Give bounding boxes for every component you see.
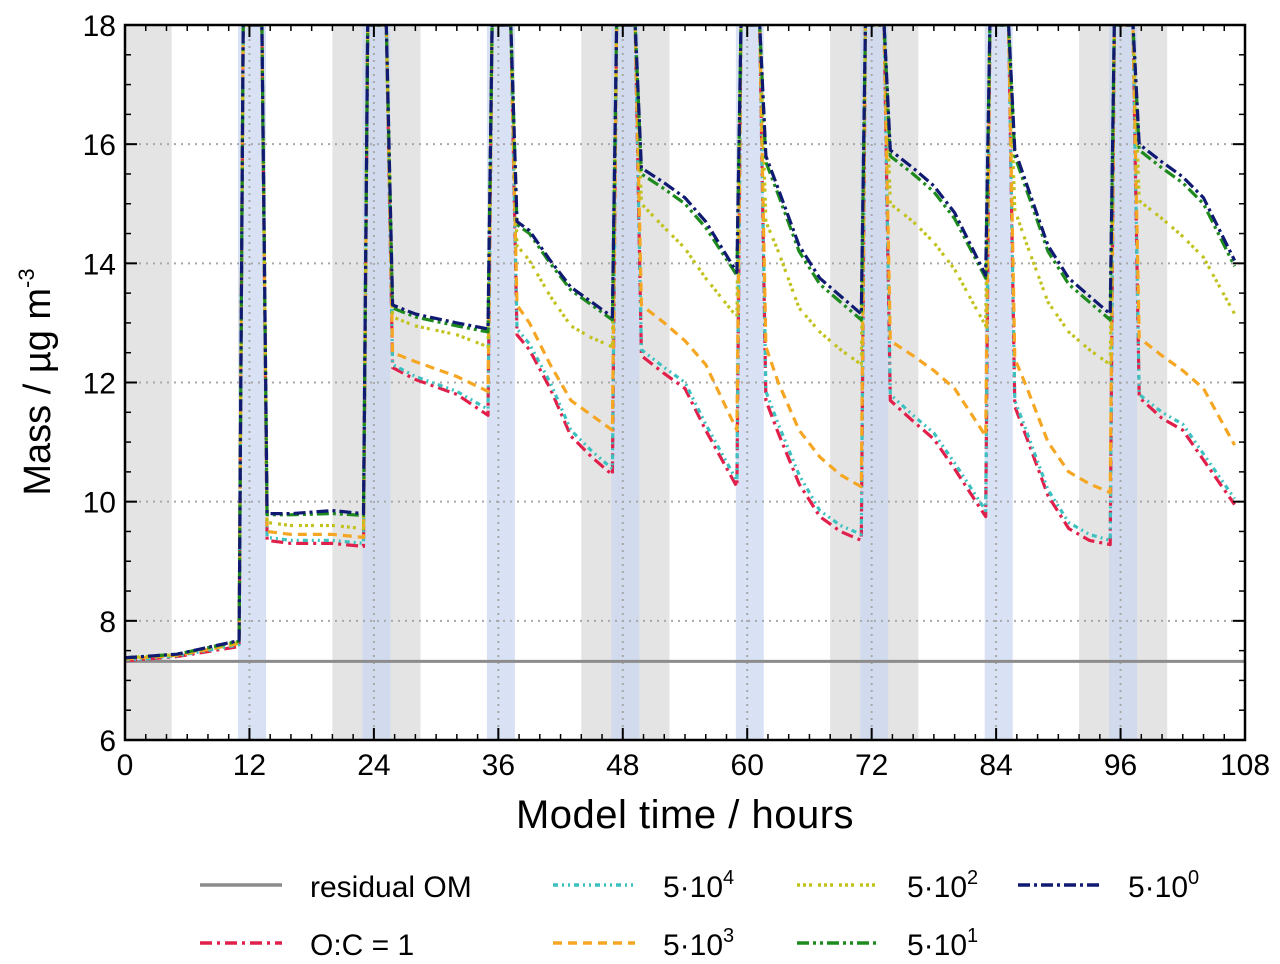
y-axis-label-group: Mass / µg m-3: [14, 268, 59, 495]
legend-label-5: 5·101: [907, 925, 978, 959]
x-tick-label: 60: [731, 749, 764, 782]
series-line-3: [125, 25, 1237, 661]
x-axis-label: Model time / hours: [516, 793, 854, 837]
shaded-bands: [125, 25, 1168, 740]
y-tick-label: 12: [83, 368, 116, 401]
data-series: [125, 25, 1245, 663]
axis-ticks: [124, 24, 1246, 741]
series-line-1: [125, 25, 1236, 663]
y-axis-label-main: Mass / µg m: [17, 288, 59, 496]
series-line-2: [125, 25, 1236, 662]
legend-label-6: 5·100: [1128, 867, 1199, 904]
legend-label-2: 5·104: [663, 867, 734, 904]
y-tick-label: 16: [83, 129, 116, 162]
tick-labels: 0 12 24 36 48 60 72 84 96 108 6 8 10 12 14 16 18: [83, 10, 1270, 782]
x-tick-label: 36: [482, 749, 515, 782]
series-line-6: [125, 25, 1237, 660]
y-tick-label: 10: [83, 487, 116, 520]
series-line-5: [125, 25, 1237, 660]
x-tick-label: 48: [606, 749, 639, 782]
x-tick-label: 96: [1104, 749, 1137, 782]
y-axis-label-sup: -3: [14, 268, 39, 288]
y-tick-label: 18: [83, 10, 116, 43]
y-axis-label: Mass / µg m-3: [14, 268, 59, 495]
y-tick-label: 8: [99, 606, 116, 639]
x-tick-label: 72: [855, 749, 888, 782]
x-tick-label: 24: [357, 749, 390, 782]
legend-label-4: 5·102: [907, 867, 978, 904]
x-tick-label: 12: [233, 749, 266, 782]
y-tick-label: 14: [83, 248, 116, 281]
legend-label-1: O:C = 1: [310, 929, 414, 959]
x-tick-label: 108: [1220, 749, 1270, 782]
y-tick-label: 6: [99, 725, 116, 758]
legend-label-3: 5·103: [663, 925, 734, 959]
grid: [125, 25, 1245, 740]
legend: residual OM O:C = 1 5·104 5·103 5·102 5·101 5·…: [200, 867, 1199, 962]
x-tick-label: 0: [117, 749, 134, 782]
series-line-4: [125, 25, 1237, 660]
x-tick-label: 84: [979, 749, 1012, 782]
legend-label-0: residual OM: [310, 871, 472, 904]
